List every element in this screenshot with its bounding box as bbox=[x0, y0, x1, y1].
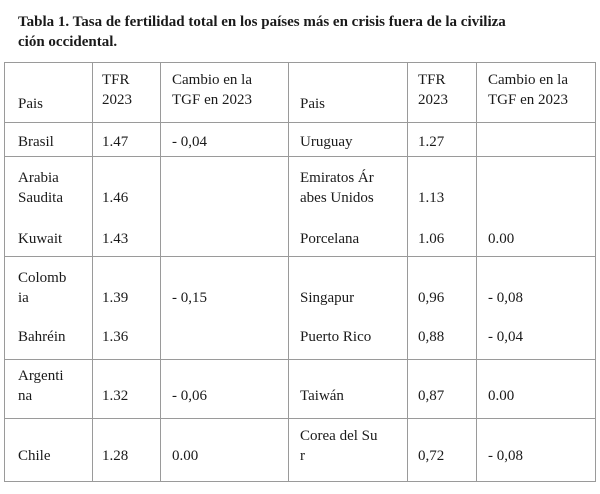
header-tfr-line-1: TFR bbox=[102, 72, 130, 88]
cell-pais-line: Bahréin bbox=[18, 329, 66, 345]
cell-tfr-left: 1.32 bbox=[102, 388, 129, 404]
header-cambio-left: Cambio en la TGF en 2023 bbox=[172, 70, 252, 110]
cell-tfr-left: 1.47 bbox=[102, 134, 129, 150]
table-rule-header bbox=[4, 122, 596, 123]
cell-cambio-left: - 0,06 bbox=[172, 388, 207, 404]
cell-tfr-left: 1.28 bbox=[102, 448, 129, 464]
table-rule-row-5 bbox=[4, 359, 596, 360]
table-rule-left bbox=[4, 62, 5, 482]
cell-pais-line: Porcelana bbox=[300, 231, 360, 247]
cell-pais-left: Bahréin bbox=[18, 327, 65, 347]
cell-pais-right: Puerto Rico bbox=[300, 327, 371, 347]
table-rule-right bbox=[595, 62, 596, 482]
cell-cambio-right: - 0,04 bbox=[488, 329, 523, 345]
cell-tfr-left: 1.36 bbox=[102, 329, 129, 345]
table-rule-row-6 bbox=[4, 418, 596, 419]
table-caption-line-2: ción occidental. bbox=[18, 34, 118, 50]
cell-tfr-right: 1.27 bbox=[418, 134, 445, 150]
cell-tfr-left: 1.46 bbox=[102, 190, 129, 206]
cell-pais-line: Corea del Su bbox=[300, 428, 378, 444]
header-cambio-line-2: TGF en 2023 bbox=[172, 92, 252, 108]
cell-pais-left: Chile bbox=[18, 446, 51, 466]
header-pais-left: Pais bbox=[18, 96, 44, 112]
cell-pais-left: Argenti na bbox=[18, 366, 64, 406]
header-tfr-right: TFR 2023 bbox=[418, 70, 448, 110]
cell-tfr-right: 0,88 bbox=[418, 329, 445, 345]
table-rule-col-1 bbox=[92, 62, 93, 482]
cell-pais-right: Uruguay bbox=[300, 132, 353, 152]
cell-pais-line: Chile bbox=[18, 448, 51, 464]
header-cambio-line-1: Cambio en la bbox=[488, 72, 568, 88]
cell-pais-line: r bbox=[300, 448, 305, 464]
cell-tfr-left: 1.43 bbox=[102, 231, 129, 247]
header-tfr-line-1: TFR bbox=[418, 72, 446, 88]
cell-pais-right: Singapur bbox=[300, 288, 354, 308]
table-rule-col-5 bbox=[476, 62, 477, 482]
cell-cambio-right: 0.00 bbox=[488, 388, 515, 404]
table-rule-top bbox=[4, 62, 596, 63]
cell-pais-right: Taiwán bbox=[300, 386, 344, 406]
table-caption-line-1: Tabla 1. Tasa de fertilidad total en los… bbox=[18, 14, 506, 30]
cell-pais-line: na bbox=[18, 388, 33, 404]
header-pais-right: Pais bbox=[300, 96, 326, 112]
cell-cambio-right: 0.00 bbox=[488, 231, 515, 247]
table-rule-bottom bbox=[4, 481, 596, 482]
header-cambio-right: Cambio en la TGF en 2023 bbox=[488, 70, 568, 110]
cell-cambio-right: - 0,08 bbox=[488, 290, 523, 306]
cell-cambio-left: 0.00 bbox=[172, 448, 199, 464]
table-rule-row-3 bbox=[4, 256, 596, 257]
cell-pais-line: Colomb bbox=[18, 270, 67, 286]
cell-pais-left: Colomb ia bbox=[18, 268, 66, 308]
cell-pais-line: Emiratos Ár bbox=[300, 170, 374, 186]
header-tfr-line-2: 2023 bbox=[102, 92, 132, 108]
cell-pais-line: Uruguay bbox=[300, 134, 353, 150]
cell-pais-left: Kuwait bbox=[18, 229, 62, 249]
fertility-table: Pais TFR 2023 Cambio en la TGF en 2023 P… bbox=[4, 62, 596, 482]
cell-pais-left: Brasil bbox=[18, 132, 54, 152]
cell-pais-line: Brasil bbox=[18, 134, 54, 150]
cell-tfr-right: 0,72 bbox=[418, 448, 445, 464]
table-rule-col-4 bbox=[407, 62, 408, 482]
cell-cambio-left: - 0,15 bbox=[172, 290, 207, 306]
cell-pais-line: Singapur bbox=[300, 290, 355, 306]
cell-tfr-left: 1.39 bbox=[102, 290, 129, 306]
cell-tfr-right: 1.06 bbox=[418, 231, 445, 247]
table-rule-middle bbox=[288, 62, 289, 482]
cell-pais-line: abes Unidos bbox=[300, 190, 374, 206]
cell-pais-right: Emiratos Ár abes Unidos bbox=[300, 168, 374, 208]
header-tfr-left: TFR 2023 bbox=[102, 70, 132, 110]
cell-pais-line: ia bbox=[18, 290, 29, 306]
table-rule-row-1 bbox=[4, 156, 596, 157]
cell-pais-line: Taiwán bbox=[300, 388, 344, 404]
cell-cambio-left: - 0,04 bbox=[172, 134, 207, 150]
table-caption: Tabla 1. Tasa de fertilidad total en los… bbox=[18, 12, 588, 52]
cell-pais-line: Argenti bbox=[18, 368, 64, 384]
cell-pais-right: Corea del Su r bbox=[300, 426, 377, 466]
header-cambio-line-1: Cambio en la bbox=[172, 72, 252, 88]
cell-pais-right: Porcelana bbox=[300, 229, 359, 249]
cell-cambio-right: - 0,08 bbox=[488, 448, 523, 464]
cell-pais-line: Puerto Rico bbox=[300, 329, 372, 345]
cell-tfr-right: 1.13 bbox=[418, 190, 445, 206]
cell-tfr-right: 0,87 bbox=[418, 388, 445, 404]
cell-pais-line: Arabia bbox=[18, 170, 59, 186]
cell-tfr-right: 0,96 bbox=[418, 290, 445, 306]
cell-pais-line: Saudita bbox=[18, 190, 63, 206]
header-tfr-line-2: 2023 bbox=[418, 92, 448, 108]
cell-pais-left: Arabia Saudita bbox=[18, 168, 63, 208]
table-rule-col-2 bbox=[160, 62, 161, 482]
cell-pais-line: Kuwait bbox=[18, 231, 63, 247]
header-cambio-line-2: TGF en 2023 bbox=[488, 92, 568, 108]
